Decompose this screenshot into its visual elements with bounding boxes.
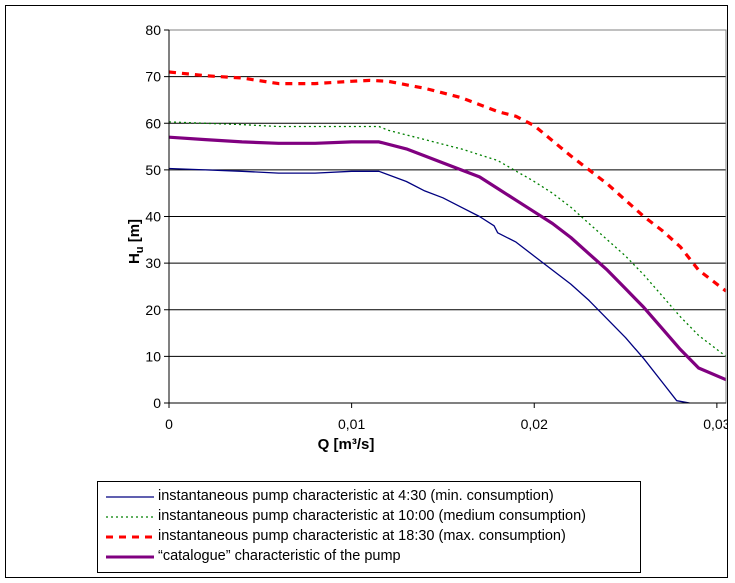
y-tick-label: 80 [145,22,161,38]
y-tick-label: 20 [145,302,161,318]
legend-item: instantaneous pump characteristic at 10:… [98,507,640,527]
y-tick-label: 10 [145,348,161,364]
y-tick-label: 70 [145,69,161,85]
y-tick-label: 40 [145,209,161,225]
y-axis-title: Hu [m] [126,219,146,264]
x-tick-label: 0,01 [338,416,365,432]
legend-label: “catalogue” characteristic of the pump [158,548,401,564]
legend-item: “catalogue” characteristic of the pump [98,547,640,567]
series-line-3 [169,70,727,293]
legend-label: instantaneous pump characteristic at 10:… [158,508,586,524]
series-line-4 [169,135,727,382]
legend-swatch [106,555,154,559]
x-tick-label: 0,03 [703,416,727,432]
gridlines [169,29,726,357]
legend-swatch [106,535,154,539]
x-axis-title: Q [m³/s] [318,436,375,453]
x-tick-label: 0,02 [521,416,548,432]
x-tick-label: 0 [165,416,173,432]
legend-label: instantaneous pump characteristic at 4:3… [158,488,554,504]
tick-labels: 0 10 20 30 40 50 60 70 80 0 0,01 0,02 0,03 [145,22,727,432]
legend-swatch [106,516,154,518]
legend-item: instantaneous pump characteristic at 18:… [98,527,640,547]
y-tick-label: 30 [145,255,161,271]
legend-swatch [106,496,154,498]
series-line-2 [169,121,727,357]
series-layer [169,70,727,404]
y-tick-label: 50 [145,162,161,178]
series-line-1 [169,167,690,404]
y-tick-label: 60 [145,115,161,131]
y-tick-label: 0 [153,395,161,411]
legend-label: instantaneous pump characteristic at 18:… [158,528,566,544]
legend-item: instantaneous pump characteristic at 4:3… [98,487,640,507]
chart-frame: 0 10 20 30 40 50 60 70 80 0 0,01 0,02 0,03 Q [m³/s] … [5,5,728,578]
legend: instantaneous pump characteristic at 4:3… [97,481,641,573]
